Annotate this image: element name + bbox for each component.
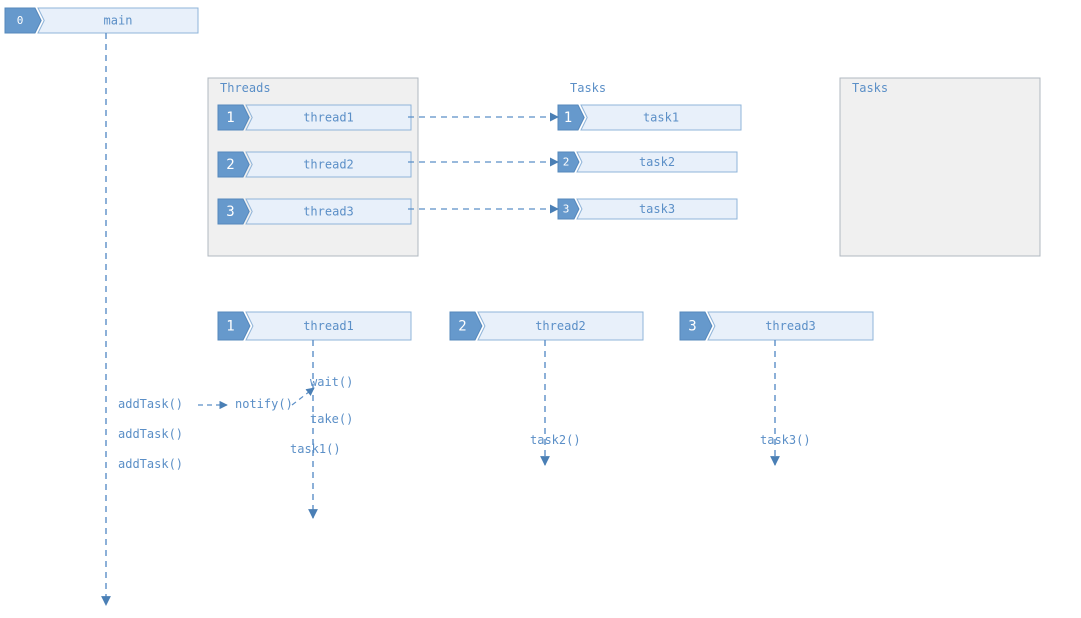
action-3: notify() <box>235 397 293 411</box>
group-tasks-right-panel <box>840 78 1040 256</box>
task-box-1-label: task2 <box>639 155 675 169</box>
thread-box-2-label: thread3 <box>303 205 354 219</box>
group-tasks-left-title: Tasks <box>570 81 606 95</box>
group-tasks-right-title: Tasks <box>852 81 888 95</box>
action-1: addTask() <box>118 427 183 441</box>
task-box-0-label: task1 <box>643 111 679 125</box>
thread-box-1-badge-number: 2 <box>226 157 234 173</box>
thread-box-1-label: thread2 <box>303 158 354 172</box>
lower-thread-1-label: thread2 <box>535 319 586 333</box>
lower-thread-1-badge-number: 2 <box>458 319 466 335</box>
task-box-2-badge-number: 3 <box>563 203 570 216</box>
action-8: task3() <box>760 433 811 447</box>
message-1 <box>292 388 314 405</box>
main-badge-number: 0 <box>17 14 24 27</box>
action-7: task2() <box>530 433 581 447</box>
thread-box-2-badge-number: 3 <box>226 204 234 220</box>
task-box-1-badge-number: 2 <box>563 156 570 169</box>
task-box-2-label: task3 <box>639 202 675 216</box>
main-label: main <box>104 14 133 28</box>
lower-thread-0-label: thread1 <box>303 319 354 333</box>
group-threads-title: Threads <box>220 81 271 95</box>
action-5: take() <box>310 412 353 426</box>
action-0: addTask() <box>118 397 183 411</box>
action-2: addTask() <box>118 457 183 471</box>
diagram-canvas: Threads Tasks Tasks 0 main 1 thread1 2 thread2 3 t… <box>0 0 1081 618</box>
lower-thread-0-badge-number: 1 <box>226 319 234 335</box>
thread-box-0-badge-number: 1 <box>226 110 234 126</box>
action-6: task1() <box>290 442 341 456</box>
thread-box-0-label: thread1 <box>303 111 354 125</box>
lower-thread-2-badge-number: 3 <box>688 319 696 335</box>
task-box-0-badge-number: 1 <box>564 110 572 126</box>
lower-thread-2-label: thread3 <box>765 319 816 333</box>
action-4: wait() <box>310 375 353 389</box>
